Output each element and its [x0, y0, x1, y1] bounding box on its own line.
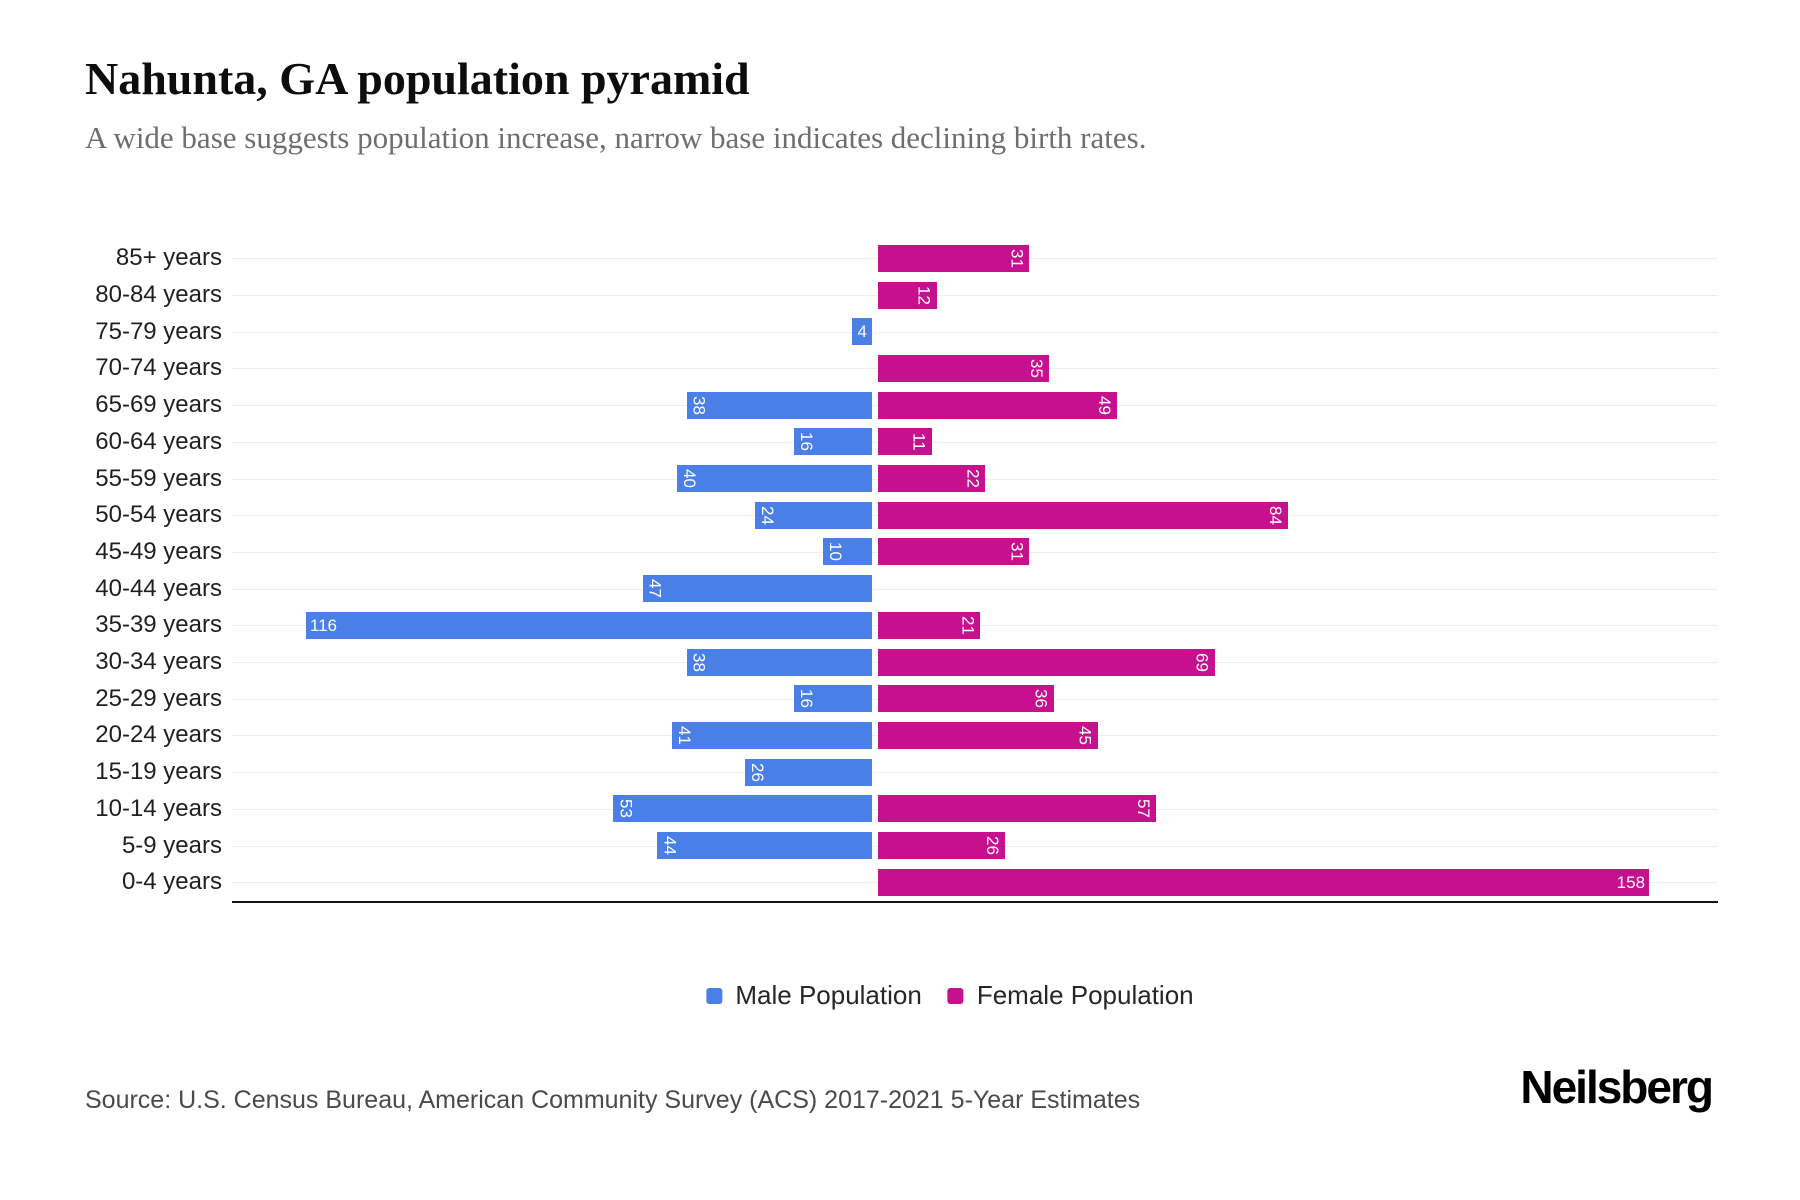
bar-value-label: 35 [1026, 358, 1046, 378]
female-bar-30-34-years: 69 [878, 648, 1215, 676]
bar-value-label: 47 [645, 579, 665, 599]
female-bar-10-14-years: 57 [878, 795, 1157, 823]
male-bar-40-44-years: 47 [642, 575, 872, 603]
legend-item-male[interactable]: Male Population [706, 980, 922, 1011]
age-label: 25-29 years [95, 684, 222, 712]
gridline [232, 588, 1718, 590]
male-bar-20-24-years: 41 [671, 721, 872, 749]
gridline [232, 772, 1718, 774]
gridline [232, 295, 1718, 297]
bar-value-label: 11 [909, 433, 929, 451]
female-bar-25-29-years: 36 [878, 685, 1054, 713]
male-bar-30-34-years: 38 [686, 648, 872, 676]
female-bar-45-49-years: 31 [878, 538, 1030, 566]
female-bar-35-39-years: 21 [878, 611, 981, 639]
age-label: 50-54 years [95, 501, 222, 529]
male-bar-5-9-years: 44 [657, 832, 872, 860]
age-label: 40-44 years [95, 574, 222, 602]
plot-area: 4 38 16 40 24 10 47 116 38 16 41 26 53 44 31 12 35 49 11 22… [232, 240, 1718, 904]
bar-value-label: 53 [616, 799, 636, 819]
male-bar-35-39-years: 116 [305, 611, 872, 639]
x-axis-line [232, 900, 1718, 903]
age-label: 15-19 years [95, 758, 222, 786]
age-label: 20-24 years [95, 721, 222, 749]
age-label: 60-64 years [95, 427, 222, 455]
bar-value-label: 16 [796, 689, 816, 709]
legend-item-female[interactable]: Female Population [947, 980, 1194, 1011]
age-label: 85+ years [115, 244, 222, 272]
bar-value-label: 45 [1075, 725, 1095, 745]
male-bar-75-79-years: 4 [852, 318, 872, 346]
bar-value-label: 4 [857, 322, 867, 342]
male-bar-60-64-years: 16 [793, 428, 872, 456]
female-bar-80-84-years: 12 [878, 281, 937, 309]
bar-value-label: 24 [757, 505, 777, 525]
bar-value-label: 44 [660, 836, 680, 855]
bar-value-label: 21 [958, 615, 978, 635]
bar-value-label: 16 [796, 432, 816, 452]
bar-value-label: 31 [1007, 248, 1027, 268]
bar-value-label: 26 [982, 836, 1002, 855]
bar-value-label: 22 [963, 469, 983, 488]
male-bar-55-59-years: 40 [676, 465, 872, 493]
female-bar-85+-years: 31 [878, 244, 1030, 272]
bar-value-label: 38 [689, 395, 709, 415]
female-bar-55-59-years: 22 [878, 465, 986, 493]
age-label: 65-69 years [95, 391, 222, 419]
age-label: 80-84 years [95, 281, 222, 309]
age-label: 30-34 years [95, 648, 222, 676]
bar-value-label: 41 [674, 725, 694, 745]
age-label: 75-79 years [95, 317, 222, 345]
legend-label-female: Female Population [976, 980, 1194, 1010]
female-bar-20-24-years: 45 [878, 721, 1098, 749]
page-title: Nahunta, GA population pyramid [85, 53, 750, 104]
bar-value-label: 31 [1007, 542, 1027, 562]
bar-value-label: 49 [1095, 395, 1115, 415]
male-bar-65-69-years: 38 [686, 391, 872, 419]
male-bar-15-19-years: 26 [745, 758, 872, 786]
age-label: 35-39 years [95, 611, 222, 639]
bar-value-label: 38 [689, 652, 709, 672]
female-bar-0-4-years: 158 [878, 868, 1650, 896]
male-bar-10-14-years: 53 [613, 795, 872, 823]
bar-value-label: 36 [1031, 689, 1051, 709]
bar-value-label: 12 [914, 285, 934, 305]
bar-value-label: 84 [1265, 505, 1285, 525]
neilsberg-logo[interactable]: Neilsberg [1520, 1061, 1714, 1113]
male-series-swatch-icon [706, 987, 723, 1004]
bar-value-label: 69 [1192, 652, 1212, 672]
male-bar-50-54-years: 24 [754, 501, 872, 529]
age-label: 45-49 years [95, 537, 222, 565]
age-axis-labels: 85+ years 80-84 years 75-79 years 70-74 yea… [0, 240, 222, 901]
male-bar-25-29-years: 16 [793, 685, 872, 713]
age-label: 10-14 years [95, 794, 222, 822]
age-label: 5-9 years [121, 831, 222, 859]
source-text: Source: U.S. Census Bureau, American Com… [85, 1086, 1141, 1114]
gridline [232, 441, 1718, 443]
bar-value-label: 116 [309, 615, 338, 635]
bar-value-label: 26 [748, 762, 768, 782]
legend-label-male: Male Population [735, 980, 922, 1010]
female-bar-70-74-years: 35 [878, 354, 1049, 382]
male-bar-45-49-years: 10 [823, 538, 872, 566]
female-bar-5-9-years: 26 [878, 832, 1005, 860]
age-label: 0-4 years [121, 868, 222, 896]
page-subtitle: A wide base suggests population increase… [85, 120, 1147, 155]
legend: Male Population Female Population [706, 980, 1194, 1011]
female-series-swatch-icon [947, 987, 964, 1004]
bar-value-label: 57 [1134, 799, 1154, 819]
age-label: 70-74 years [95, 354, 222, 382]
female-bar-60-64-years: 11 [878, 428, 932, 456]
bar-value-label: 158 [1616, 872, 1646, 892]
female-bar-50-54-years: 84 [878, 501, 1288, 529]
female-bar-65-69-years: 49 [878, 391, 1118, 419]
gridline [232, 331, 1718, 333]
age-label: 55-59 years [95, 464, 222, 492]
bar-value-label: 40 [679, 469, 699, 488]
bar-value-label: 10 [826, 542, 846, 562]
